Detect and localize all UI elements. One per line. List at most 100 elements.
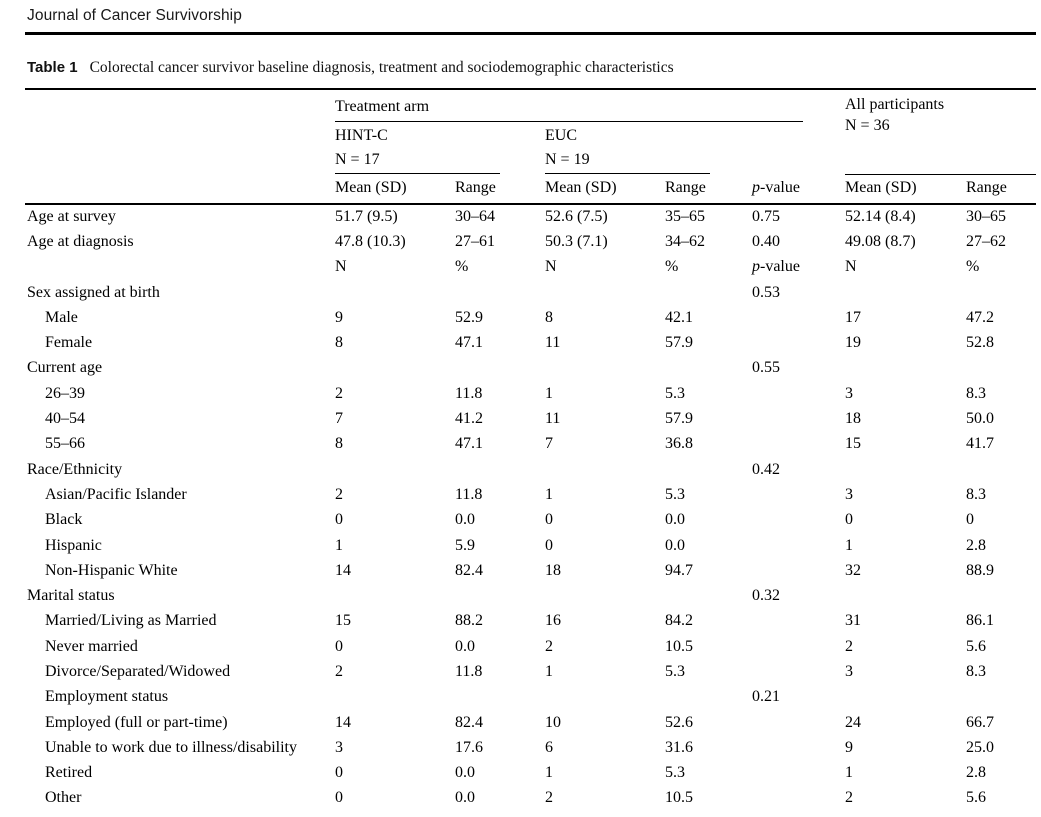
all-participants-n: N = 36 bbox=[845, 117, 890, 134]
table-row: Employment status 0.21 bbox=[25, 685, 1036, 710]
column-header: Mean (SD) bbox=[845, 174, 966, 205]
data-cell: 8 bbox=[545, 308, 553, 326]
data-cell: 82.4 bbox=[455, 713, 483, 731]
table-row: Marital status 0.32 bbox=[25, 583, 1036, 608]
table-row: 55–66 8 47.1 7 36.8 15 41.7 bbox=[25, 432, 1036, 457]
data-cell: N bbox=[845, 258, 857, 276]
column-header: p-value bbox=[752, 174, 845, 205]
hintc-label: HINT-C bbox=[335, 127, 388, 144]
all-participants-label: All participants bbox=[845, 96, 945, 113]
data-cell: 27–61 bbox=[455, 232, 495, 250]
data-cell: 0 bbox=[335, 764, 343, 782]
table-row: Married/Living as Married 15 88.2 16 84.2 31 8… bbox=[25, 609, 1036, 634]
data-cell: 24 bbox=[845, 713, 861, 731]
data-cell: 3 bbox=[845, 384, 853, 402]
data-cell: 31 bbox=[845, 612, 861, 630]
row-label: Never married bbox=[45, 637, 138, 655]
column-header: Mean (SD) bbox=[545, 174, 665, 205]
data-cell: 16 bbox=[545, 612, 561, 630]
data-cell: 15 bbox=[845, 435, 861, 453]
data-cell: 0.0 bbox=[455, 789, 475, 807]
data-cell bbox=[335, 583, 455, 608]
data-cell: 5.6 bbox=[966, 789, 986, 807]
data-cell: 8.3 bbox=[966, 485, 986, 503]
data-cell: 8.3 bbox=[966, 384, 986, 402]
data-cell: 3 bbox=[845, 485, 853, 503]
data-cell: 82.4 bbox=[455, 561, 483, 579]
data-cell: 8.3 bbox=[966, 662, 986, 680]
data-cell: 10.5 bbox=[665, 637, 693, 655]
data-cell: 11.8 bbox=[455, 662, 483, 680]
table-row: Never married 0 0.0 2 10.5 2 5.6 bbox=[25, 634, 1036, 659]
data-cell: N bbox=[545, 258, 557, 276]
data-cell bbox=[752, 432, 845, 457]
data-cell: 47.2 bbox=[966, 308, 994, 326]
data-cell: 88.9 bbox=[966, 561, 994, 579]
data-cell: 49.08 (8.7) bbox=[845, 232, 916, 250]
data-cell: 18 bbox=[845, 410, 861, 428]
data-cell bbox=[665, 457, 752, 482]
data-cell: 7 bbox=[335, 410, 343, 428]
data-cell bbox=[455, 457, 545, 482]
data-cell: 2 bbox=[545, 789, 553, 807]
data-cell bbox=[752, 761, 845, 786]
data-cell: 17 bbox=[845, 308, 861, 326]
data-cell bbox=[752, 634, 845, 659]
data-cell: 17.6 bbox=[455, 738, 483, 756]
data-cell: 5.6 bbox=[966, 637, 986, 655]
data-cell: 18 bbox=[545, 561, 561, 579]
data-cell: 1 bbox=[545, 764, 553, 782]
data-cell: % bbox=[665, 258, 679, 276]
column-header-row: Mean (SD) Range Mean (SD) Range p-value Mean … bbox=[25, 174, 1036, 205]
table-row: Sex assigned at birth 0.53 bbox=[25, 280, 1036, 305]
data-cell bbox=[335, 457, 455, 482]
column-header: Range bbox=[665, 174, 752, 205]
data-cell: 5.3 bbox=[665, 662, 685, 680]
table-row: Asian/Pacific Islander 2 11.8 1 5.3 3 8.3 bbox=[25, 482, 1036, 507]
data-cell bbox=[455, 280, 545, 305]
data-cell: N bbox=[335, 258, 347, 276]
data-cell: 31.6 bbox=[665, 738, 693, 756]
data-cell: 14 bbox=[335, 713, 351, 731]
data-cell bbox=[845, 356, 966, 381]
data-cell: 0.42 bbox=[752, 460, 780, 478]
data-cell bbox=[752, 735, 845, 760]
table-row: Unable to work due to illness/disability… bbox=[25, 735, 1036, 760]
data-cell bbox=[455, 583, 545, 608]
data-cell: 7 bbox=[545, 435, 553, 453]
treatment-arm-header: Treatment arm bbox=[335, 89, 845, 122]
row-label: Asian/Pacific Islander bbox=[45, 485, 187, 503]
data-cell: 0.0 bbox=[665, 511, 685, 529]
column-header: Range bbox=[455, 174, 545, 205]
row-label: Race/Ethnicity bbox=[27, 460, 123, 478]
data-cell: 57.9 bbox=[665, 410, 693, 428]
row-label bbox=[25, 255, 335, 280]
data-cell bbox=[335, 685, 455, 710]
data-cell: 0 bbox=[545, 536, 553, 554]
data-cell: 41.2 bbox=[455, 410, 483, 428]
row-label: Employed (full or part-time) bbox=[45, 713, 228, 731]
data-cell: 1 bbox=[545, 485, 553, 503]
table-row: Black 0 0.0 0 0.0 0 0 bbox=[25, 508, 1036, 533]
data-cell: 27–62 bbox=[966, 232, 1006, 250]
data-cell: 2 bbox=[335, 384, 343, 402]
table-row: Male 9 52.9 8 42.1 17 47.2 bbox=[25, 305, 1036, 330]
data-cell: 0.0 bbox=[455, 764, 475, 782]
row-label: Divorce/Separated/Widowed bbox=[45, 662, 231, 680]
table-row: 40–54 7 41.2 11 57.9 18 50.0 bbox=[25, 406, 1036, 431]
row-label: Retired bbox=[45, 764, 93, 782]
data-cell: 2.8 bbox=[966, 536, 986, 554]
data-cell: 0.0 bbox=[455, 637, 475, 655]
data-cell: 0.21 bbox=[752, 688, 780, 706]
hintc-n: N = 17 bbox=[335, 151, 380, 168]
data-cell: 3 bbox=[845, 662, 853, 680]
data-cell: 5.9 bbox=[455, 536, 475, 554]
data-cell bbox=[665, 685, 752, 710]
table-row: Other 0 0.0 2 10.5 2 5.6 bbox=[25, 786, 1036, 811]
data-cell: 11.8 bbox=[455, 485, 483, 503]
data-cell: 52.14 (8.4) bbox=[845, 208, 916, 226]
data-cell: 0.0 bbox=[665, 536, 685, 554]
data-cell bbox=[752, 508, 845, 533]
data-cell: 35–65 bbox=[665, 208, 705, 226]
row-label: Marital status bbox=[27, 587, 115, 605]
